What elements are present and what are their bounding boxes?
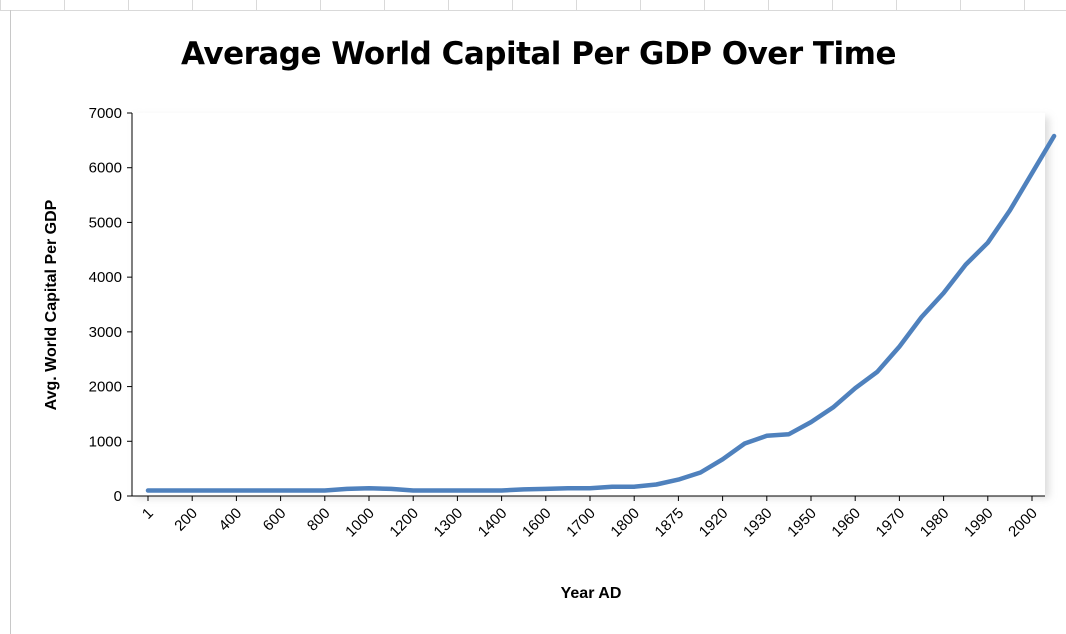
x-tick-label: 1000 [342, 505, 378, 541]
y-tick-label: 2000 [89, 379, 122, 396]
y-tick-label: 4000 [89, 269, 122, 286]
y-tick-label: 1000 [89, 433, 122, 450]
x-tick-label: 1 [139, 505, 157, 523]
x-tick-label: 200 [171, 505, 201, 535]
x-tick-label: 1875 [652, 505, 688, 541]
x-tick-label: 400 [216, 505, 246, 535]
data-series-line [145, 133, 1057, 493]
x-tick-label: 1990 [961, 505, 997, 541]
x-tick-label: 600 [260, 505, 290, 535]
x-tick-label: 800 [304, 505, 334, 535]
x-axis-title: Year AD [561, 585, 622, 602]
x-tick-label: 1980 [917, 505, 953, 541]
x-tick-label: 1600 [519, 505, 555, 541]
x-tick-label: 1300 [431, 505, 467, 541]
plot-area [132, 113, 1045, 496]
x-tick-label: 1700 [563, 505, 599, 541]
spreadsheet-column-header-strip [0, 0, 1066, 11]
y-tick-label: 7000 [89, 105, 122, 122]
x-tick-label: 1930 [740, 505, 776, 541]
x-tick-label: 1970 [873, 505, 909, 541]
y-tick-label: 3000 [89, 324, 122, 341]
x-tick-label: 1400 [475, 505, 511, 541]
y-tick-label: 5000 [89, 214, 122, 231]
y-axis-title: Avg. World Capital Per GDP [43, 199, 60, 410]
x-tick-label: 1800 [607, 505, 643, 541]
x-axis-ticks: 1 200 400 600 800 1000 1200 1300 1400 1600 1700 180… [139, 496, 1041, 540]
y-axis-ticks: 0 1000 2000 3000 4000 5000 6000 7000 [89, 105, 132, 505]
chart-title: Average World Capital Per GDP Over Time [180, 36, 897, 72]
x-tick-label: 1920 [696, 505, 732, 541]
y-tick-label: 0 [114, 488, 122, 505]
x-tick-label: 1960 [828, 505, 864, 541]
x-tick-label: 2000 [1005, 505, 1041, 541]
y-tick-label: 6000 [89, 160, 122, 177]
spreadsheet-row-header-strip [0, 10, 11, 634]
x-tick-label: 1950 [784, 505, 820, 541]
x-tick-label: 1200 [386, 505, 422, 541]
